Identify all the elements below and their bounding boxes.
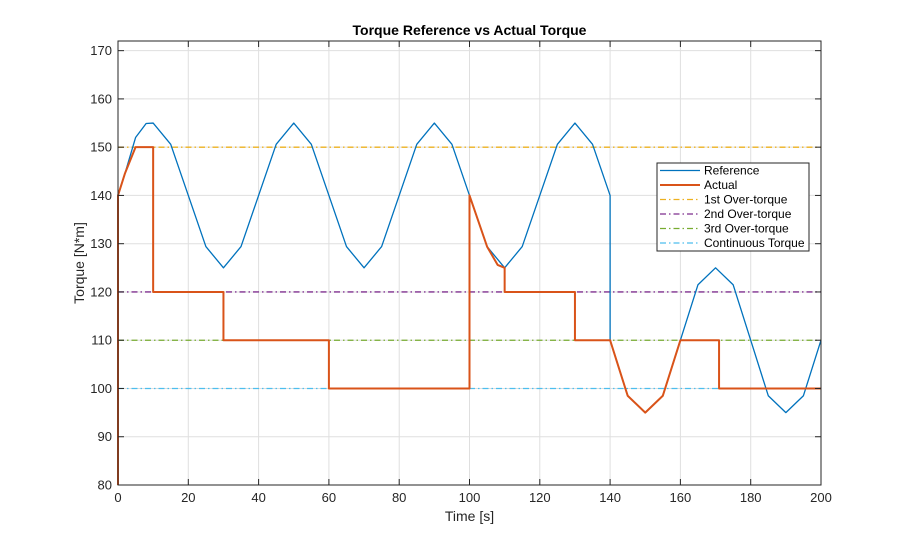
y-tick-label: 90 bbox=[98, 429, 112, 444]
y-tick-label: 110 bbox=[91, 333, 112, 348]
y-tick-label: 150 bbox=[90, 140, 112, 155]
y-tick-label: 120 bbox=[90, 284, 112, 299]
x-tick-label: 80 bbox=[392, 490, 406, 505]
x-tick-label: 160 bbox=[670, 490, 692, 505]
x-tick-label: 40 bbox=[251, 490, 265, 505]
legend-label: Reference bbox=[704, 164, 760, 178]
axis-ticks: 0 20 40 60 80 100 120 140 160 180 200 80 90 100 110 120… bbox=[90, 41, 832, 505]
y-tick-label: 80 bbox=[98, 478, 112, 493]
chart-title: Torque Reference vs Actual Torque bbox=[353, 22, 587, 38]
legend-label: Continuous Torque bbox=[704, 236, 805, 250]
series-lines bbox=[117, 122, 822, 485]
legend-label: Actual bbox=[704, 178, 737, 192]
legend-label: 2nd Over-torque bbox=[704, 207, 792, 221]
y-tick-label: 170 bbox=[90, 43, 112, 58]
x-tick-label: 180 bbox=[740, 490, 762, 505]
legend-label: 3rd Over-torque bbox=[704, 222, 789, 236]
series-line-reference bbox=[117, 122, 822, 485]
x-tick-label: 20 bbox=[181, 490, 195, 505]
y-tick-label: 140 bbox=[90, 188, 112, 203]
series-line-actual bbox=[117, 146, 821, 485]
legend-box bbox=[656, 162, 810, 252]
x-tick-label: 0 bbox=[114, 490, 121, 505]
x-tick-label: 140 bbox=[599, 490, 621, 505]
y-tick-label: 100 bbox=[90, 381, 112, 396]
x-tick-label: 200 bbox=[810, 490, 832, 505]
x-tick-label: 120 bbox=[529, 490, 551, 505]
y-tick-label: 160 bbox=[90, 91, 112, 106]
x-axis-label: Time [s] bbox=[445, 508, 494, 524]
y-tick-label: 130 bbox=[90, 236, 112, 251]
y-axis-label: Torque [N*m] bbox=[71, 222, 87, 304]
x-tick-label: 60 bbox=[322, 490, 336, 505]
x-tick-label: 100 bbox=[459, 490, 481, 505]
legend-label: 1st Over-torque bbox=[704, 193, 788, 207]
